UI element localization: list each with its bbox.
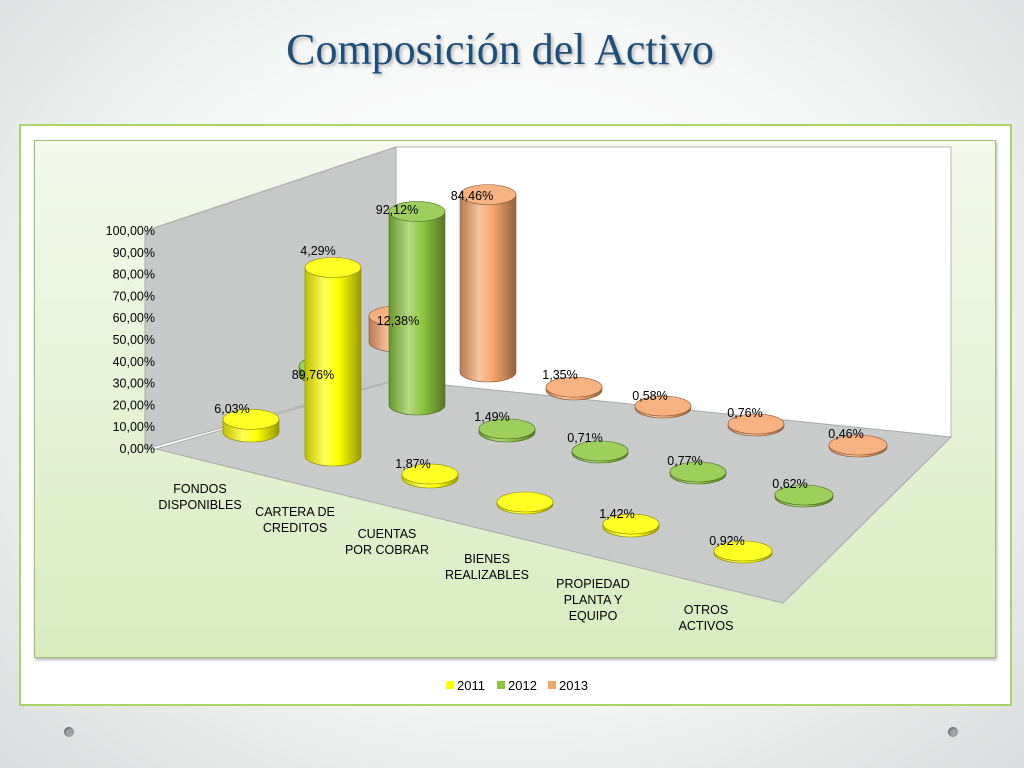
y-tick-label: 40,00% <box>113 355 155 369</box>
legend-label-2013: 2013 <box>559 678 588 693</box>
bar-2012-4 <box>571 440 629 464</box>
y-tick-label: 80,00% <box>113 268 155 282</box>
data-label: 0,76% <box>727 406 762 420</box>
y-tick-label: 100,00% <box>106 224 155 238</box>
slide-title: Composición del Activo <box>286 25 714 74</box>
data-label: 1,49% <box>474 410 509 424</box>
bar-2013-4 <box>634 395 692 419</box>
data-label: 6,03% <box>214 402 249 416</box>
y-tick-label: 10,00% <box>113 420 155 434</box>
legend-swatch-2013 <box>548 681 556 689</box>
y-tick-label: 20,00% <box>113 398 155 412</box>
nav-dot-left[interactable] <box>64 727 74 737</box>
legend: 2011 2012 2013 <box>446 678 588 693</box>
category-label: BIENES REALIZABLES <box>445 552 529 582</box>
bar-2011-1 <box>222 409 280 443</box>
data-label: 89,76% <box>292 368 334 382</box>
bar-2013-3 <box>545 376 603 401</box>
legend-swatch-2011 <box>446 681 454 689</box>
data-label: 12,38% <box>377 314 419 328</box>
data-label: 0,71% <box>567 431 602 445</box>
category-label: PROPIEDAD PLANTA Y EQUIPO <box>556 577 630 623</box>
bar-2013-2 <box>459 184 517 383</box>
bar-2013-5 <box>727 413 785 437</box>
y-tick-label: 0,00% <box>120 442 155 456</box>
bar-2011-5 <box>602 513 660 538</box>
y-tick-label: 30,00% <box>113 377 155 391</box>
data-label: 1,35% <box>542 368 577 382</box>
category-label: CUENTAS POR COBRAR <box>345 527 429 557</box>
category-label: FONDOS DISPONIBLES <box>158 482 241 512</box>
bar-2013-6 <box>828 434 888 458</box>
category-label: CARTERA DE CREDITOS <box>255 505 335 535</box>
data-label: 0,58% <box>632 389 667 403</box>
bar-2011-2 <box>304 257 362 467</box>
bar-2011-4 <box>496 491 554 515</box>
data-label: 92,12% <box>376 203 418 217</box>
data-label: 0,46% <box>828 427 863 441</box>
y-tick-label: 90,00% <box>113 246 155 260</box>
bar-2012-5 <box>669 461 727 485</box>
y-tick-label: 70,00% <box>113 289 155 303</box>
data-label: 4,29% <box>300 244 335 258</box>
data-label: 0,77% <box>667 454 702 468</box>
y-tick-label: 50,00% <box>113 333 155 347</box>
bar-2011-3 <box>401 463 459 489</box>
bar-2012-3 <box>478 418 536 443</box>
legend-swatch-2012 <box>497 681 505 689</box>
bar-2012-6 <box>774 484 834 508</box>
data-label: 1,87% <box>395 457 430 471</box>
series-2011 <box>222 257 773 564</box>
data-label: 84,46% <box>451 189 493 203</box>
y-tick-label: 60,00% <box>113 311 155 325</box>
nav-dot-right[interactable] <box>948 727 958 737</box>
legend-label-2011: 2011 <box>457 678 485 693</box>
data-label: 1,42% <box>599 507 634 521</box>
bar-2011-6 <box>713 540 773 564</box>
legend-label-2012: 2012 <box>508 678 537 693</box>
data-label: 0,92% <box>709 534 744 548</box>
bar-2012-2 <box>388 201 446 416</box>
category-label: OTROS ACTIVOS <box>679 603 734 633</box>
data-label: 0,62% <box>772 477 807 491</box>
